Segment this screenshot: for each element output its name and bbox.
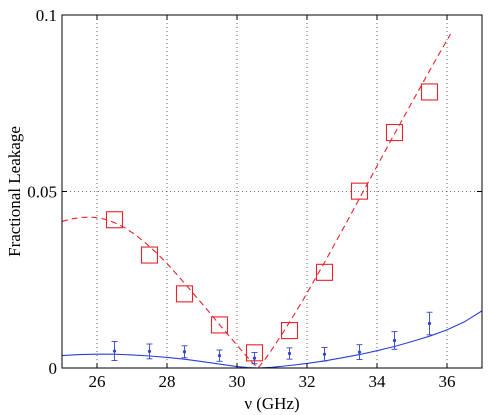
red-square-marker [140, 246, 159, 264]
blue-data-point [182, 350, 187, 354]
x-tick-label: 34 [369, 372, 387, 391]
y-tick-label: 0 [49, 359, 58, 378]
x-tick-label: 32 [299, 372, 316, 391]
plot-series [62, 33, 482, 368]
x-axis-label: ν (GHz) [244, 394, 299, 413]
axis-ticks: 26 28 30 32 34 36 0 0.05 0.1 [27, 6, 482, 391]
blue-data-point [147, 349, 152, 354]
red-square-marker [210, 316, 229, 334]
y-tick-label: 0.1 [36, 6, 57, 25]
blue-data-point [252, 356, 257, 360]
red-square-marker [105, 211, 124, 229]
x-tick-label: 36 [439, 372, 456, 391]
blue-data-point [392, 338, 397, 343]
x-tick-label: 30 [229, 372, 246, 391]
blue-data-point [322, 352, 327, 356]
x-tick-label: 28 [159, 372, 176, 391]
red-square-marker [315, 263, 334, 281]
model-curve-red-dashed [62, 33, 451, 368]
blue-data-point [357, 350, 362, 354]
grid-lines [62, 15, 482, 368]
red-square-marker [175, 285, 194, 303]
blue-data-point [427, 321, 432, 326]
model-curve-blue [62, 310, 482, 368]
x-tick-label: 26 [89, 372, 106, 391]
red-square-marker [350, 182, 369, 200]
red-square-marker [385, 123, 404, 142]
blue-data-point [112, 349, 117, 353]
red-square-marker [420, 83, 439, 101]
blue-data-point [217, 354, 222, 358]
y-axis-label: Fractional Leakage [5, 126, 24, 257]
y-tick-label: 0.05 [27, 183, 57, 202]
blue-data-point [287, 351, 292, 356]
